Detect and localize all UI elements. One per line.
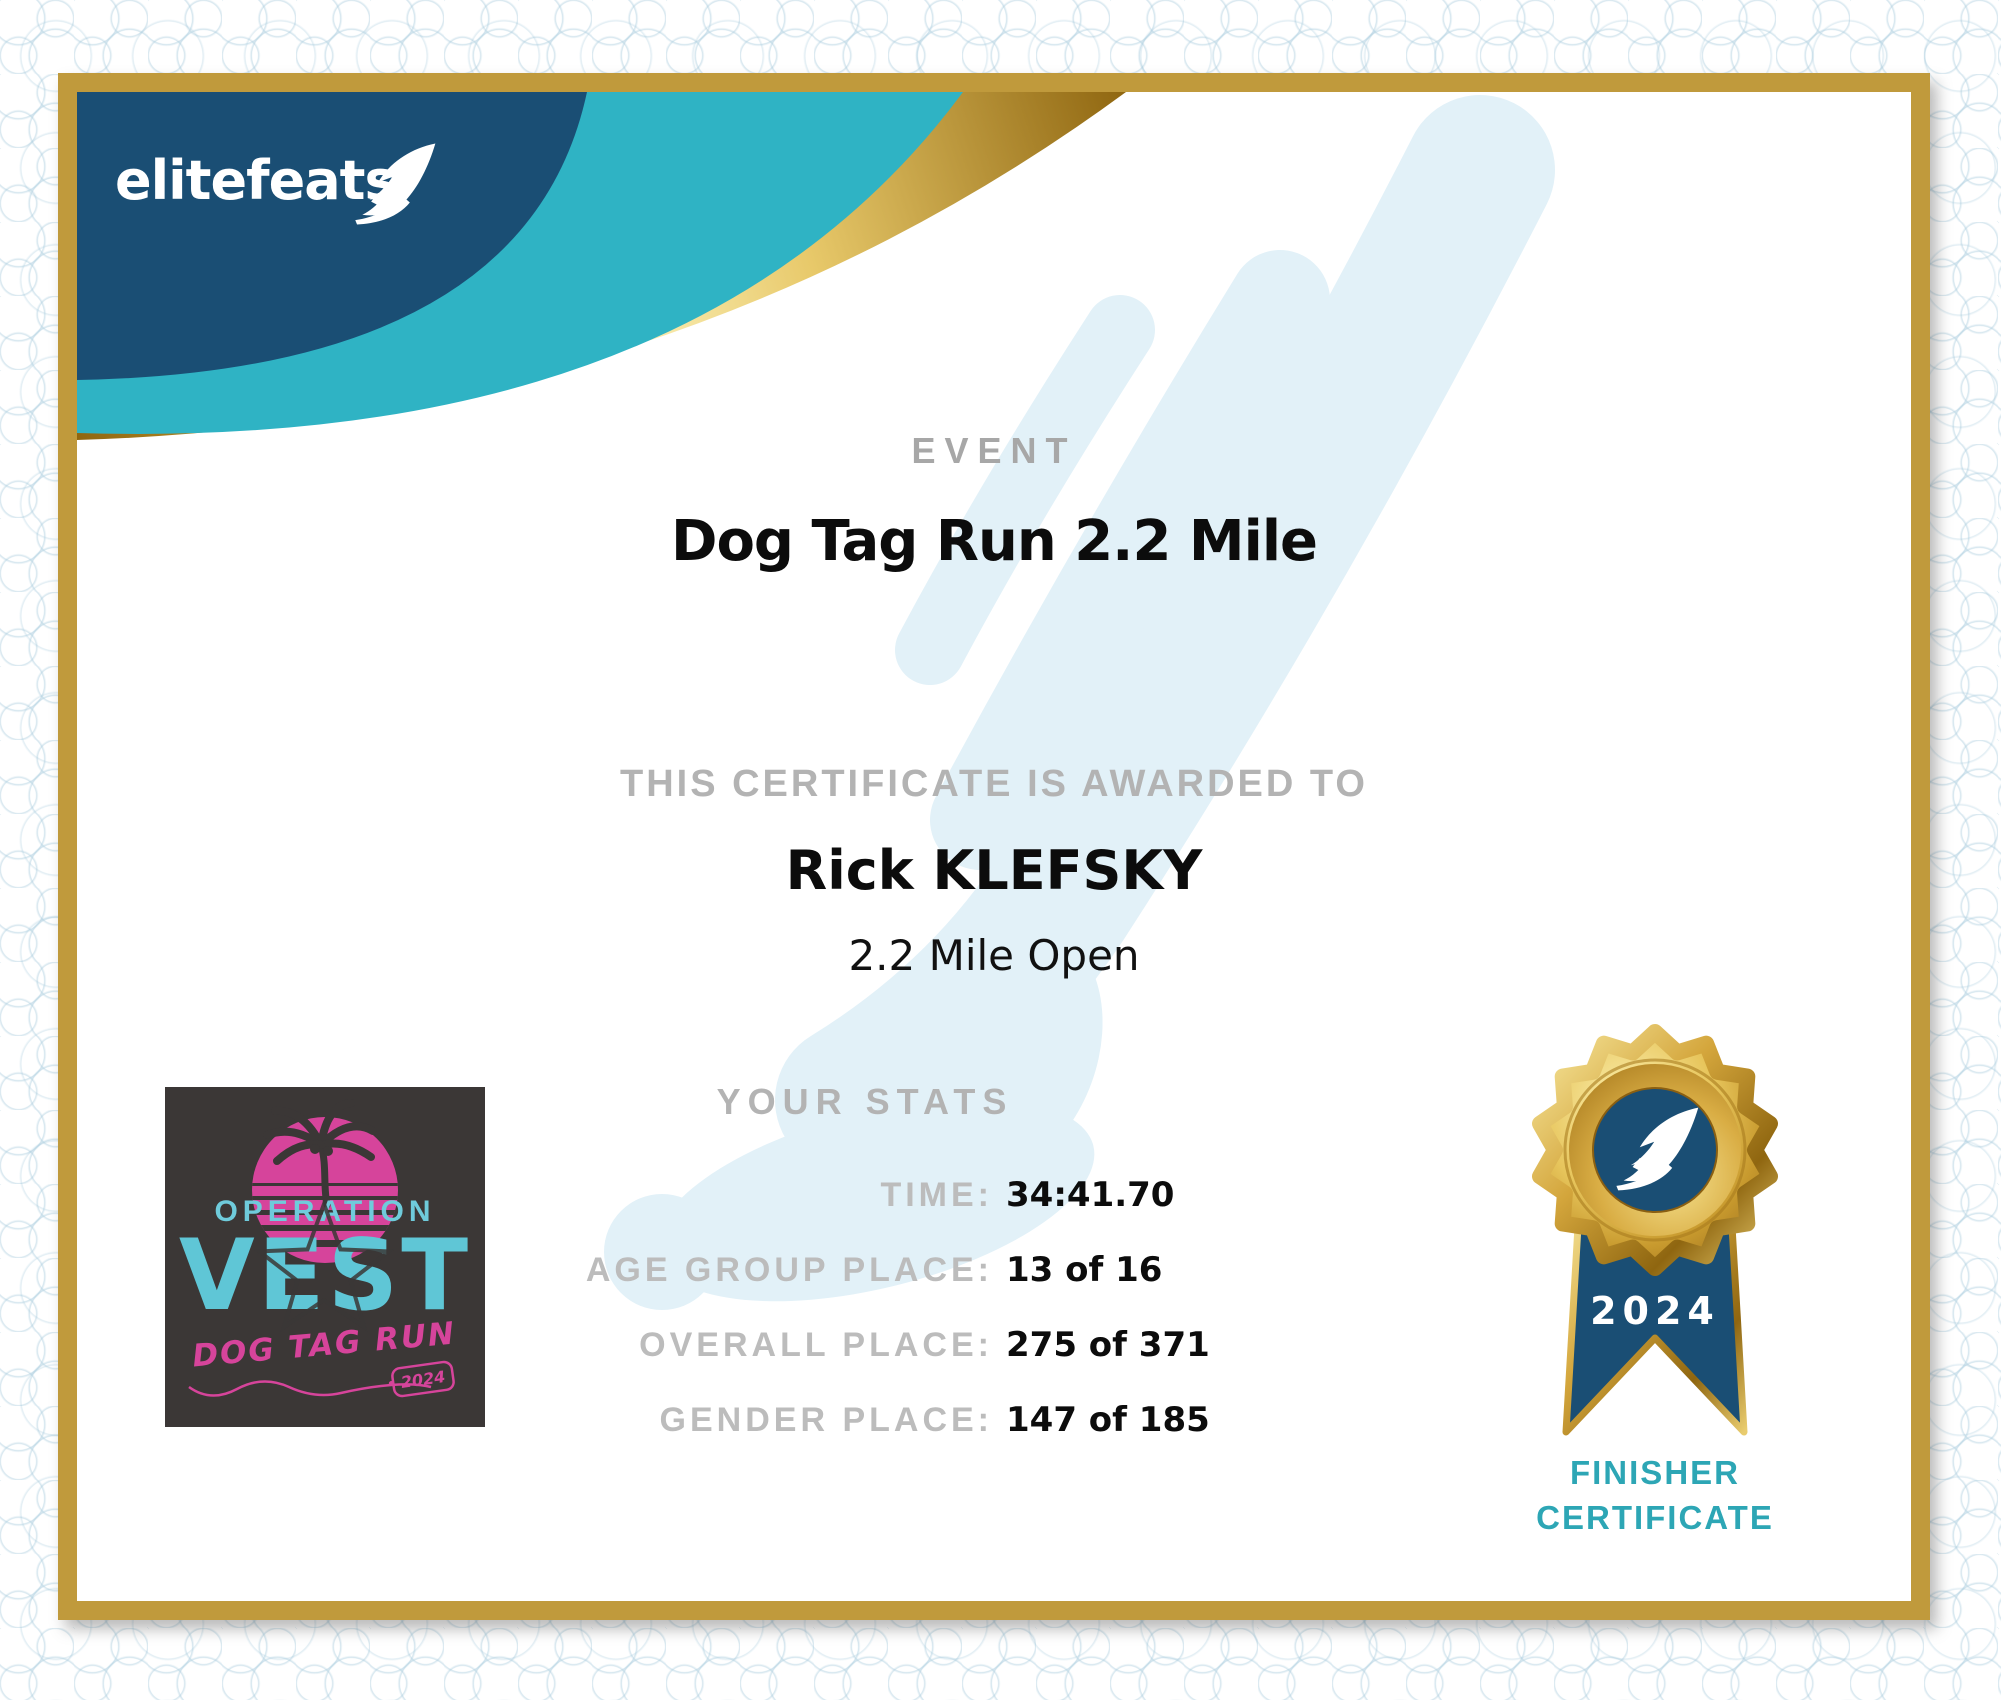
medal-year: 2024	[1590, 1289, 1720, 1333]
stat-value-gender-place: 147 of 185	[1006, 1400, 1210, 1440]
medal-caption-finisher: FINISHER	[1569, 1454, 1740, 1491]
finisher-medal	[1532, 1024, 1778, 1436]
stats-heading: YOUR STATS	[716, 1081, 1014, 1122]
event-artwork: OPERATION VEST DOG TAG RUN 2024	[165, 1087, 485, 1427]
medal-caption-certificate: CERTIFICATE	[1536, 1499, 1774, 1536]
certificate-decoration	[77, 92, 1778, 1436]
stat-value-age-group-place: 13 of 16	[1006, 1250, 1163, 1290]
header-curves	[77, 92, 1126, 440]
certificate-frame: elitefeats EVENT Dog Tag Run 2.2 Mile TH…	[58, 73, 1930, 1620]
watermark-winged-foot	[604, 95, 1555, 1310]
stat-label-overall-place: OVERALL PLACE:	[639, 1326, 993, 1364]
header-navy-curve	[77, 92, 587, 380]
event-eyebrow: EVENT	[911, 430, 1077, 471]
stat-label-time: TIME:	[880, 1176, 993, 1214]
stat-label-age-group-place: AGE GROUP PLACE:	[585, 1251, 993, 1289]
event-title: Dog Tag Run 2.2 Mile	[670, 509, 1318, 574]
stat-label-gender-place: GENDER PLACE:	[659, 1401, 993, 1439]
award-intro: THIS CERTIFICATE IS AWARDED TO	[620, 763, 1368, 805]
race-division: 2.2 Mile Open	[848, 931, 1140, 980]
vest-star-outline	[253, 1198, 395, 1332]
event-logo-vest: VEST	[179, 1219, 471, 1333]
stats-grid: TIME: 34:41.70 AGE GROUP PLACE: 13 of 16…	[393, 1178, 1210, 1437]
brand-wordmark: elitefeats	[115, 149, 397, 212]
recipient-name: Rick KLEFSKY	[785, 839, 1203, 902]
stat-value-overall-place: 275 of 371	[1006, 1325, 1210, 1365]
dog-tag-chain-squiggle	[188, 1380, 432, 1397]
palm-tree-icon	[263, 1099, 377, 1209]
stat-value-time: 34:41.70	[1006, 1175, 1175, 1215]
medal-caption: FINISHER CERTIFICATE	[1505, 1450, 1805, 1540]
